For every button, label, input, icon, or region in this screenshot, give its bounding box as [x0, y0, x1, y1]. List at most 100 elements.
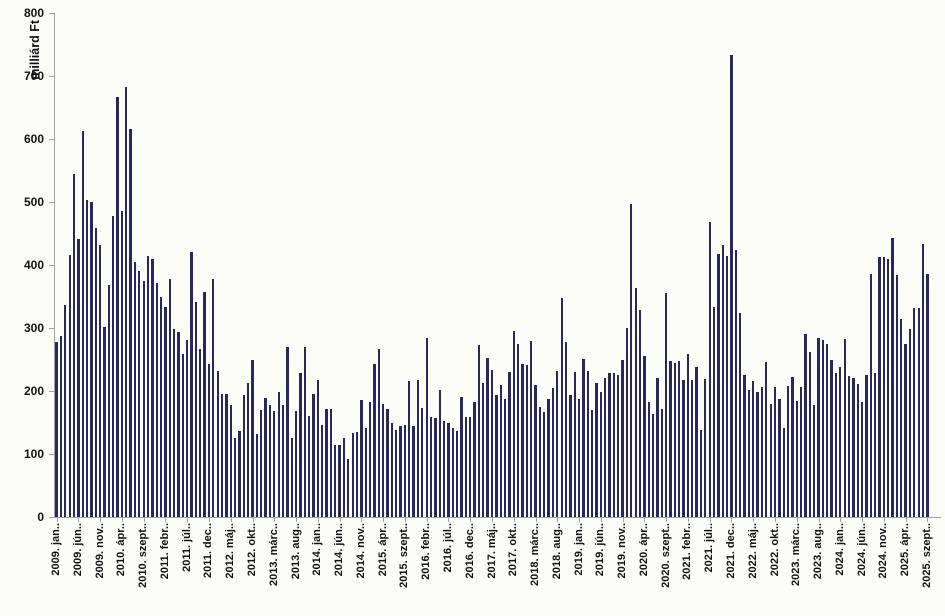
- y-tick-label: 600: [23, 132, 44, 146]
- bar: [373, 363, 376, 517]
- x-tick-label: 2022. máj..: [746, 523, 759, 579]
- x-tick-label: 2020. szept..: [659, 523, 672, 588]
- bar: [904, 343, 907, 517]
- x-axis-tick: [448, 518, 450, 522]
- bar: [277, 392, 280, 517]
- bar: [503, 398, 507, 517]
- y-axis-tick: [48, 139, 54, 140]
- bar: [151, 258, 154, 517]
- y-axis-tick: [48, 391, 54, 392]
- bar: [852, 377, 855, 517]
- x-tick-label: 2018. aug..: [550, 523, 563, 580]
- bar: [564, 342, 568, 517]
- bar: [125, 86, 128, 517]
- bar: [495, 394, 498, 517]
- bar: [382, 403, 385, 517]
- x-axis-tick: [840, 518, 842, 522]
- bar: [168, 278, 171, 517]
- x-tick-label: 2011. dec..: [202, 523, 215, 579]
- bar: [177, 331, 180, 517]
- y-tick-label: 100: [23, 447, 44, 461]
- bar: [460, 397, 463, 517]
- bar: [608, 373, 611, 517]
- bar: [669, 361, 672, 517]
- bar: [734, 249, 737, 517]
- bar: [913, 308, 916, 517]
- bar: [116, 96, 119, 517]
- bar: [725, 255, 729, 517]
- bar: [220, 393, 224, 517]
- x-tick-label: 2011. júl..: [180, 523, 193, 572]
- bar: [364, 427, 367, 517]
- bar: [77, 239, 80, 517]
- bar: [203, 292, 206, 517]
- x-tick-label: 2014. jún..: [333, 523, 346, 577]
- y-tick-label: 400: [23, 258, 44, 272]
- bar: [181, 353, 184, 517]
- bar: [699, 430, 703, 517]
- x-tick-label: 2014. nov..: [354, 523, 367, 579]
- x-tick-label: 2018. márc..: [529, 523, 542, 586]
- bar: [599, 392, 602, 517]
- bar: [743, 375, 746, 517]
- x-tick-label: 2019. jan..: [572, 523, 585, 576]
- x-tick-label: 2024. jún..: [855, 523, 868, 577]
- bar: [94, 228, 97, 517]
- bar: [630, 203, 633, 517]
- x-tick-label: 2016. dec..: [463, 523, 476, 579]
- bar: [59, 335, 63, 517]
- bar: [547, 399, 550, 517]
- bar: [530, 340, 533, 517]
- bar: [499, 385, 502, 517]
- bar: [590, 409, 594, 517]
- bar: [917, 308, 920, 517]
- x-axis-tick: [644, 518, 646, 522]
- x-axis-tick: [905, 518, 907, 522]
- bar: [843, 339, 846, 517]
- bar: [773, 387, 777, 517]
- bar: [786, 385, 790, 517]
- x-tick-label: 2019. nov..: [616, 523, 629, 579]
- bar: [782, 427, 785, 517]
- bar: [926, 274, 929, 517]
- bar: [887, 258, 890, 517]
- bar: [682, 380, 685, 517]
- bar: [730, 55, 733, 517]
- bar: [895, 275, 899, 517]
- bar: [908, 328, 912, 517]
- bar: [159, 296, 163, 517]
- bar: [804, 333, 807, 517]
- y-axis-tick: [48, 265, 54, 266]
- x-axis-tick: [687, 518, 689, 522]
- bar: [469, 416, 472, 517]
- bar: [390, 422, 393, 517]
- bar: [155, 283, 158, 517]
- bar: [107, 285, 110, 517]
- x-tick-label: 2025. szept..: [920, 523, 933, 588]
- bar: [490, 370, 494, 517]
- x-axis-tick: [230, 518, 232, 522]
- x-axis-tick: [404, 518, 406, 522]
- bar: [81, 130, 84, 517]
- bar: [634, 288, 637, 517]
- bar: [508, 372, 511, 517]
- x-axis-line: [53, 517, 941, 518]
- bar: [173, 329, 176, 517]
- bar: [294, 411, 298, 517]
- bar: [194, 302, 198, 517]
- x-tick-label: 2012. okt..: [246, 523, 259, 577]
- bar: [482, 382, 485, 517]
- bar: [325, 408, 328, 517]
- bar: [869, 273, 872, 517]
- bar: [342, 438, 346, 517]
- bar: [834, 372, 838, 517]
- bar: [264, 397, 267, 517]
- bar: [921, 243, 925, 517]
- bar: [229, 404, 232, 517]
- bar: [129, 128, 132, 517]
- bar: [207, 363, 211, 517]
- x-axis-tick: [100, 518, 102, 522]
- bar: [120, 211, 124, 517]
- bar: [651, 413, 655, 517]
